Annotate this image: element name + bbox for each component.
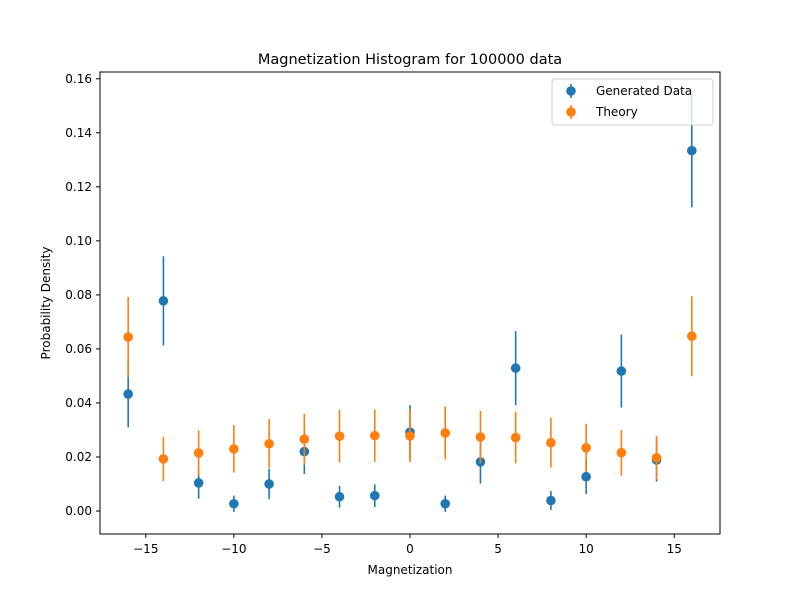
legend-label: Generated Data [596,84,692,98]
data-point [405,431,415,441]
data-point [229,444,239,454]
legend-label: Theory [595,105,638,119]
plot-area [123,93,697,512]
y-tick-label: 0.08 [65,288,92,302]
data-point [123,332,133,342]
y-tick-label: 0.12 [65,180,92,194]
data-point [651,453,662,463]
legend-marker [566,86,576,96]
y-tick-label: 0.00 [65,504,92,518]
data-point [510,363,521,373]
data-point [440,498,451,509]
y-tick-label: 0.14 [65,126,92,140]
data-point [581,471,591,482]
data-point [687,145,697,156]
data-point [510,432,521,443]
legend: Generated Data Theory [551,78,714,126]
data-point [546,495,556,506]
x-tick-label: 5 [494,542,502,556]
data-point [440,428,451,438]
data-point [369,490,380,501]
legend-box [551,78,714,126]
y-tick-label: 0.10 [65,234,92,248]
axes: −15 −10 −5 0 5 10 15 0.00 0.02 0.04 0.06 0.08 0.10 0.… [65,71,721,556]
data-point [264,438,274,449]
data-point [334,491,345,502]
data-point [369,430,380,441]
data-point [123,389,133,399]
data-point [616,447,627,458]
data-point [475,432,486,442]
x-tick-label: −10 [221,542,246,556]
data-point [193,478,204,488]
data-point [299,434,310,444]
data-point [687,331,697,342]
data-point [546,437,556,448]
chart-title: Magnetization Histogram for 100000 data [258,52,562,68]
y-tick-label: 0.16 [65,72,92,86]
data-point [581,443,591,453]
x-tick-label: −15 [133,542,158,556]
y-axis-label: Probability Density [39,247,53,360]
y-tick-label: 0.02 [65,450,92,464]
series-1 [123,296,697,482]
data-point [334,431,345,441]
x-tick-label: 15 [667,542,682,556]
data-point [158,296,169,306]
y-tick-label: 0.04 [65,396,92,410]
legend-marker [566,107,576,117]
x-tick-label: 0 [406,542,414,556]
data-point [264,479,274,489]
data-point [158,454,169,464]
x-axis-label: Magnetization [368,563,453,577]
data-point [616,366,627,376]
y-tick-label: 0.06 [65,342,92,356]
x-tick-label: −5 [313,542,331,556]
x-tick-label: 10 [578,542,593,556]
data-point [229,498,239,509]
data-point [193,448,204,458]
